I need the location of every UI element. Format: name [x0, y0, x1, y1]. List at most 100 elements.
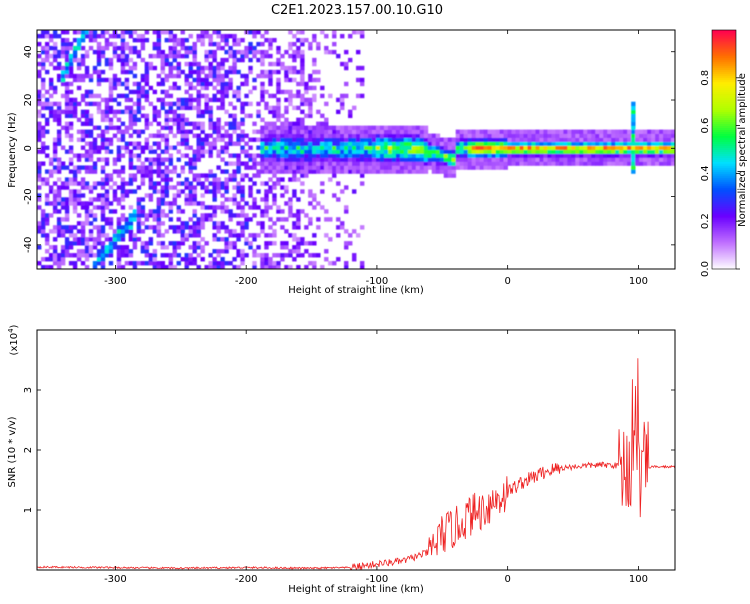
heatmap-cell: [260, 221, 265, 226]
heatmap-cell: [651, 149, 656, 154]
heatmap-cell: [40, 133, 46, 138]
colorbar-swatch: [712, 249, 736, 252]
heatmap-cell: [427, 165, 433, 170]
heatmap-cell: [112, 229, 118, 234]
heatmap-cell: [296, 253, 301, 258]
heatmap-cell: [92, 181, 98, 186]
heatmap-cell: [116, 125, 122, 130]
heatmap-cell: [92, 225, 98, 230]
heatmap-cell: [140, 169, 146, 174]
heatmap-cell: [204, 81, 209, 87]
heatmap-cell: [116, 169, 122, 174]
heatmap-cell: [264, 165, 269, 170]
heatmap-cell: [220, 61, 225, 67]
heatmap-cell: [244, 213, 249, 218]
heatmap-cell: [292, 189, 297, 194]
heatmap-cell: [92, 185, 98, 190]
heatmap-cell: [140, 57, 146, 63]
heatmap-cell: [37, 33, 42, 39]
heatmap-cell: [352, 30, 357, 35]
x-tick-label: -100: [366, 574, 389, 585]
heatmap-cell: [120, 33, 126, 39]
heatmap-cell: [272, 153, 277, 158]
heatmap-cell: [248, 145, 253, 150]
heatmap-cell: [523, 149, 528, 154]
heatmap-cell: [136, 225, 142, 230]
heatmap-cell: [80, 233, 86, 238]
heatmap-cell: [196, 69, 201, 75]
heatmap-cell: [76, 65, 82, 71]
heatmap-cell: [92, 141, 98, 146]
heatmap-cell: [140, 177, 146, 182]
heatmap-cell: [655, 157, 660, 162]
heatmap-cell: [164, 37, 169, 43]
heatmap-cell: [164, 141, 169, 146]
heatmap-cell: [264, 73, 269, 79]
heatmap-cell: [296, 137, 301, 142]
heatmap-cell: [164, 53, 169, 59]
heatmap-cell: [132, 49, 138, 55]
heatmap-cell: [44, 241, 50, 246]
heatmap-cell: [328, 49, 333, 55]
heatmap-cell: [80, 109, 86, 115]
heatmap-cell: [643, 153, 648, 158]
heatmap-cell: [208, 49, 213, 55]
heatmap-cell: [264, 30, 269, 35]
heatmap-cell: [192, 241, 197, 246]
heatmap-cell: [216, 149, 221, 154]
heatmap-cell: [108, 261, 114, 266]
heatmap-cell: [252, 261, 257, 266]
heatmap-cell: [44, 53, 50, 59]
heatmap-cell: [164, 157, 169, 162]
heatmap-cell: [76, 101, 82, 107]
heatmap-cell: [599, 133, 604, 138]
heatmap-cell: [208, 217, 213, 222]
heatmap-cell: [367, 141, 373, 146]
heatmap-cell: [332, 157, 337, 162]
heatmap-cell: [64, 165, 70, 170]
heatmap-cell: [40, 177, 46, 182]
heatmap-cell: [503, 161, 508, 166]
heatmap-cell: [140, 221, 146, 226]
heatmap-cell: [647, 133, 652, 138]
heatmap-cell: [523, 129, 528, 134]
heatmap-cell: [136, 169, 142, 174]
heatmap-cell: [292, 121, 297, 126]
heatmap-cell: [44, 201, 50, 206]
heatmap-cell: [268, 217, 273, 222]
heatmap-cell: [168, 33, 173, 39]
heatmap-cell: [232, 229, 237, 234]
heatmap-cell: [359, 30, 365, 35]
heatmap-cell: [599, 129, 604, 134]
colorbar-swatch: [712, 103, 736, 107]
heatmap-cell: [128, 217, 134, 222]
heatmap-cell: [100, 137, 106, 142]
heatmap-cell: [236, 181, 241, 186]
heatmap-cell: [156, 41, 162, 47]
heatmap-cell: [152, 161, 158, 166]
heatmap-cell: [308, 113, 313, 119]
heatmap-cell: [140, 73, 146, 79]
heatmap-cell: [156, 141, 162, 146]
heatmap-cell: [340, 125, 345, 130]
heatmap-cell: [80, 33, 86, 39]
heatmap-cell: [180, 209, 185, 214]
heatmap-cell: [280, 53, 285, 59]
heatmap-cell: [272, 253, 277, 258]
heatmap-cell: [627, 145, 632, 150]
heatmap-cell: [292, 129, 297, 134]
heatmap-cell: [224, 109, 229, 115]
heatmap-cell: [320, 265, 325, 269]
heatmap-cell: [344, 129, 349, 134]
heatmap-cell: [176, 189, 181, 194]
heatmap-cell: [379, 145, 385, 150]
heatmap-cell: [88, 221, 94, 226]
heatmap-cell: [48, 169, 54, 174]
heatmap-cell: [176, 225, 181, 230]
colorbar-swatch: [712, 211, 736, 214]
heatmap-cell: [60, 49, 66, 55]
heatmap-cell: [76, 77, 82, 83]
heatmap-cell: [264, 233, 269, 238]
heatmap-cell: [623, 145, 628, 150]
heatmap-cell: [164, 113, 169, 119]
